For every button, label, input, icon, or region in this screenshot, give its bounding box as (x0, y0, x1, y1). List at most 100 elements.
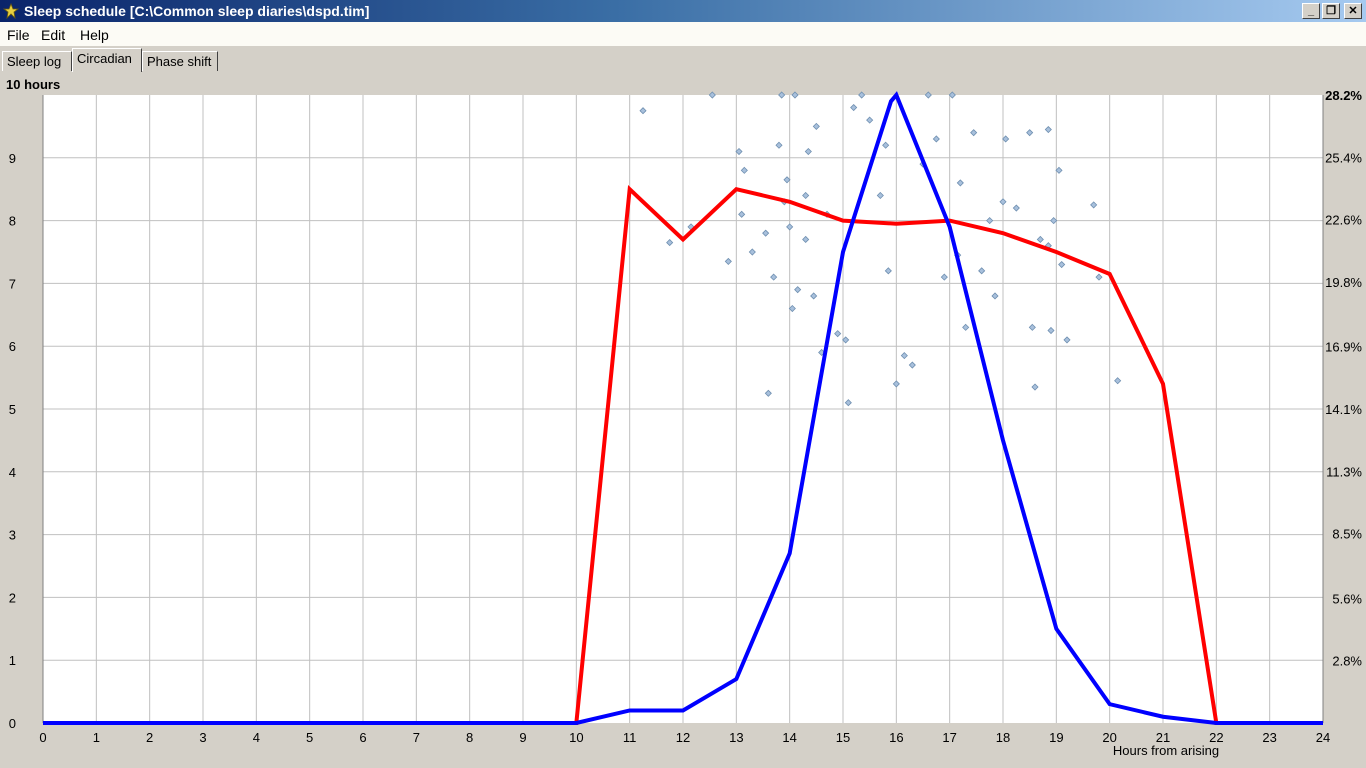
x-tick-label: 8 (466, 730, 473, 745)
scatter-point (850, 103, 858, 112)
y-tick-label-right: 11.3% (1326, 464, 1362, 479)
x-axis-label: Hours from arising (1113, 743, 1219, 758)
scatter-point (1090, 201, 1098, 209)
x-tick-label: 23 (1262, 730, 1276, 745)
y-tick-label-left: 6 (9, 339, 16, 354)
x-tick-label: 2 (146, 730, 153, 745)
y-tick-label-left: 1 (9, 653, 16, 668)
scatter-point (978, 267, 986, 275)
tab-sleep-log[interactable]: Sleep log (2, 51, 72, 71)
scatter-point (791, 91, 799, 99)
scatter-point (748, 248, 756, 256)
app-icon (3, 3, 19, 19)
scatter-point (1031, 383, 1039, 391)
scatter-point (786, 223, 794, 231)
scatter-point (970, 129, 978, 137)
menu-bar: File Edit Help (0, 22, 1366, 46)
x-tick-label: 19 (1049, 730, 1063, 745)
scatter-point (884, 267, 892, 275)
scatter-point (1044, 125, 1052, 134)
y-tick-label-left: 9 (9, 151, 16, 166)
x-tick-label: 10 (569, 730, 583, 745)
y-tick-label-right: 28.2% (1325, 88, 1362, 103)
scatter-point (866, 116, 874, 124)
scatter-point (1002, 135, 1010, 143)
scatter-point (639, 107, 647, 115)
menu-file[interactable]: File (7, 27, 30, 43)
scatter-point (735, 147, 743, 156)
x-tick-label: 1 (93, 730, 100, 745)
scatter-point (724, 257, 732, 265)
x-tick-label: 13 (729, 730, 743, 745)
y-tick-label-right: 14.1% (1325, 402, 1362, 417)
title-bar: Sleep schedule [C:\Common sleep diaries\… (0, 0, 1366, 22)
scatter-point (812, 122, 820, 130)
chart-title: 10 hours (6, 77, 61, 92)
x-tick-label: 16 (889, 730, 903, 745)
scatter-point (842, 336, 850, 344)
menu-help[interactable]: Help (80, 27, 109, 43)
y-tick-label-left: 5 (9, 402, 16, 417)
scatter-point (778, 91, 786, 99)
scatter-point (738, 210, 746, 218)
x-tick-label: 5 (306, 730, 313, 745)
scatter-point (1012, 204, 1020, 212)
scatter-point (810, 292, 818, 300)
x-tick-label: 14 (782, 730, 796, 745)
scatter-point (802, 191, 810, 200)
scatter-point (892, 380, 900, 388)
x-tick-label: 12 (676, 730, 690, 745)
red-series-line (43, 184, 1323, 725)
menu-edit[interactable]: Edit (41, 27, 66, 43)
x-tick-label: 3 (199, 730, 206, 745)
scatter-point (858, 91, 866, 99)
y-tick-label-right: 19.8% (1325, 275, 1362, 290)
x-tick-label: 20 (1102, 730, 1116, 745)
y-tick-label-right: 22.6% (1325, 213, 1362, 228)
scatter-point (1058, 260, 1066, 269)
x-tick-label: 18 (996, 730, 1010, 745)
scatter-point (788, 304, 796, 313)
x-tick-label: 21 (1156, 730, 1170, 745)
scatter-point (708, 91, 716, 99)
scatter-point (1047, 326, 1055, 335)
x-tick-label: 15 (836, 730, 850, 745)
scatter-point (1050, 217, 1058, 225)
scatter-point (876, 191, 884, 200)
y-tick-label-left: 4 (9, 465, 16, 480)
x-tick-label: 17 (942, 730, 956, 745)
x-tick-label: 4 (253, 730, 260, 745)
close-button[interactable]: ✕ (1344, 3, 1362, 19)
scatter-point (924, 91, 932, 99)
blue-series-line (43, 91, 1323, 725)
scatter-point (900, 352, 908, 360)
scatter-point (882, 141, 890, 149)
scatter-point (1063, 336, 1071, 344)
x-tick-label: 11 (623, 730, 637, 745)
x-tick-label: 22 (1209, 730, 1223, 745)
y-tick-label-left: 0 (9, 716, 16, 731)
minimize-button[interactable]: _ (1302, 3, 1320, 19)
scatter-point (794, 286, 802, 294)
x-tick-label: 0 (39, 730, 46, 745)
scatter-point (844, 399, 852, 407)
scatter-point (783, 176, 791, 184)
scatter-point (940, 273, 948, 281)
y-tick-label-right: 16.9% (1325, 340, 1362, 355)
scatter-point (1095, 273, 1103, 281)
y-tick-label-right: 8.5% (1332, 527, 1362, 542)
x-tick-label: 6 (359, 730, 366, 745)
y-tick-label-right: 5.6% (1332, 591, 1362, 606)
restore-button[interactable]: ❐ (1322, 3, 1340, 19)
y-tick-label-left: 7 (9, 276, 16, 291)
y-tick-label-right: 2.8% (1332, 654, 1362, 669)
scatter-point (1055, 166, 1063, 174)
tab-circadian[interactable]: Circadian (72, 48, 142, 72)
scatter-point (834, 330, 842, 338)
tab-phase-shift[interactable]: Phase shift (142, 51, 218, 71)
scatter-point (770, 273, 778, 281)
y-tick-label-left: 8 (9, 214, 16, 229)
scatter-point (999, 198, 1007, 206)
scatter-point (1114, 377, 1122, 385)
